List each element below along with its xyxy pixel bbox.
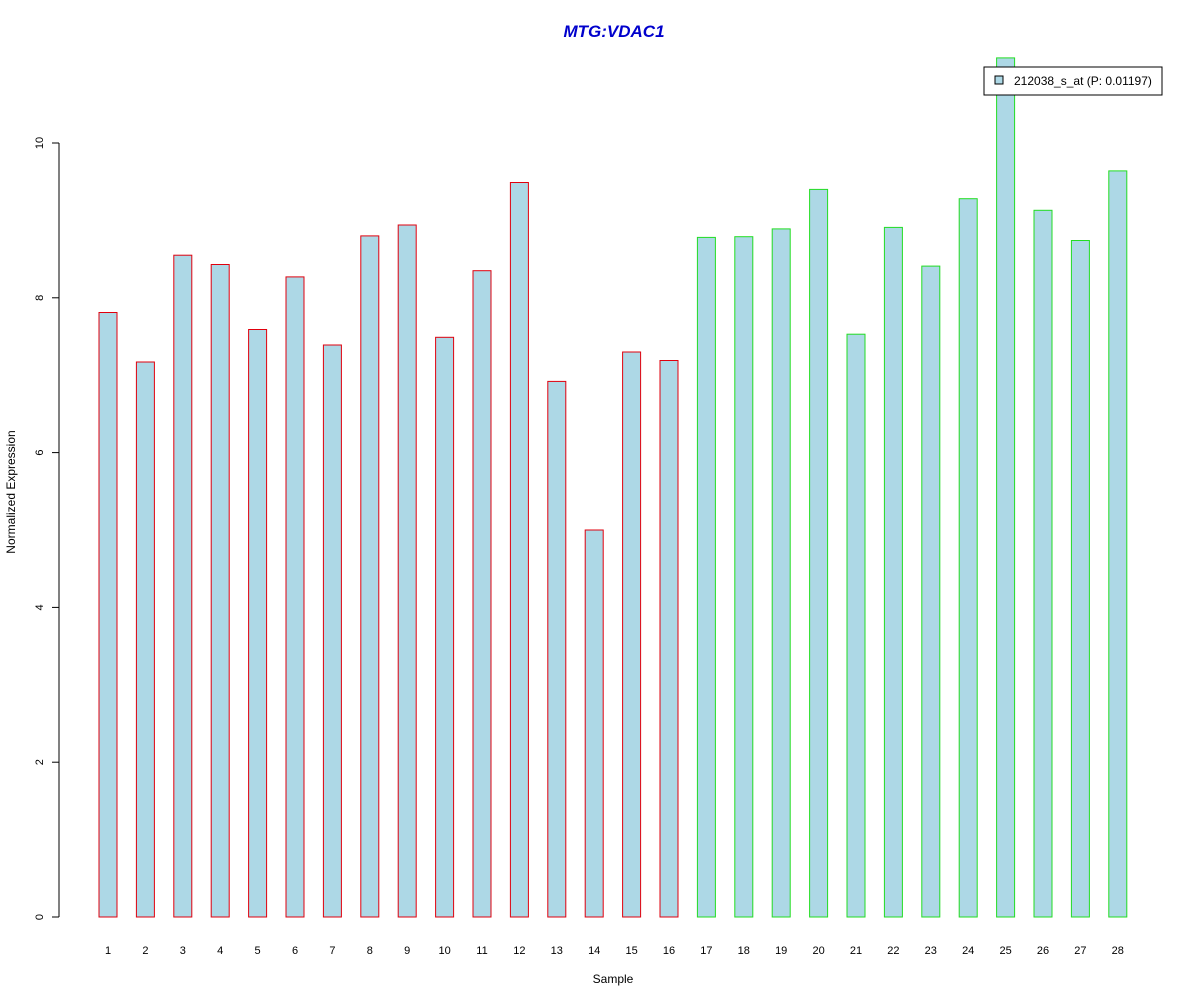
bar-sample-27 <box>1070 240 1090 918</box>
x-axis-tick-label: 14 <box>588 945 600 957</box>
x-axis-tick-label: 6 <box>292 945 298 957</box>
bar-sample-23 <box>921 265 941 918</box>
bar-sample-1 <box>98 312 118 918</box>
x-axis-tick-label: 23 <box>925 945 937 957</box>
bar-sample-8 <box>360 235 380 918</box>
bar-sample-28 <box>1108 170 1128 918</box>
bar-sample-10 <box>435 336 455 918</box>
bar-sample-20 <box>809 188 829 918</box>
x-axis-tick-label: 15 <box>625 945 637 957</box>
legend: 212038_s_at (P: 0.01197) <box>983 66 1163 96</box>
bar-sample-21 <box>846 333 866 918</box>
x-axis-tick-label: 8 <box>367 945 373 957</box>
x-axis-tick-label: 28 <box>1112 945 1124 957</box>
bar-sample-18 <box>734 236 754 918</box>
y-axis-tick-label: 10 <box>34 137 46 149</box>
chart-title: MTG:VDAC1 <box>563 22 664 41</box>
y-axis-tick-label: 2 <box>34 759 46 765</box>
x-axis-tick-label: 10 <box>438 945 450 957</box>
bar-sample-2 <box>135 361 155 918</box>
bar-sample-9 <box>397 224 417 918</box>
x-axis-tick-label: 7 <box>329 945 335 957</box>
legend-box <box>983 66 1163 96</box>
x-axis-tick-label: 9 <box>404 945 410 957</box>
x-axis-tick-label: 20 <box>812 945 824 957</box>
y-axis: 0 2 4 6 8 10 <box>34 137 60 920</box>
bar-sample-16 <box>659 360 679 918</box>
x-axis-tick-labels: 1 2 3 4 5 6 7 8 9 10 11 12 13 14 15 16 17 18 19 20 21 22 23 24 2… <box>105 945 1124 957</box>
bar-sample-3 <box>173 254 193 918</box>
bar-sample-12 <box>509 182 529 918</box>
x-axis-tick-label: 25 <box>999 945 1011 957</box>
x-axis-tick-label: 18 <box>738 945 750 957</box>
bar-sample-17 <box>696 236 716 918</box>
x-axis-tick-label: 13 <box>551 945 563 957</box>
bar-sample-13 <box>547 380 567 918</box>
x-axis-label: Sample <box>593 972 634 986</box>
x-axis-tick-label: 24 <box>962 945 974 957</box>
x-axis-tick-label: 11 <box>476 945 487 957</box>
bar-sample-7 <box>322 344 342 918</box>
bar-sample-24 <box>958 198 978 918</box>
y-axis-tick-label: 6 <box>34 450 46 456</box>
x-axis-tick-label: 12 <box>513 945 525 957</box>
legend-label: 212038_s_at (P: 0.01197) <box>1014 74 1152 88</box>
bar-sample-14 <box>584 529 604 918</box>
bar-sample-15 <box>622 351 642 918</box>
x-axis-tick-label: 19 <box>775 945 787 957</box>
bar-sample-4 <box>210 264 230 918</box>
y-axis-tick-label: 4 <box>34 604 46 610</box>
x-axis-tick-label: 27 <box>1074 945 1086 957</box>
bar-sample-26 <box>1033 209 1053 918</box>
x-axis-tick-label: 21 <box>850 945 862 957</box>
legend-swatch <box>994 75 1004 85</box>
x-axis-tick-label: 5 <box>255 945 261 957</box>
bar-sample-22 <box>883 226 903 918</box>
x-axis-tick-label: 4 <box>217 945 223 957</box>
bar-sample-25 <box>996 57 1016 918</box>
y-axis-tick-label: 0 <box>34 914 46 920</box>
x-axis-tick-label: 22 <box>887 945 899 957</box>
bars <box>98 57 1128 918</box>
y-axis-tick-label: 8 <box>34 295 46 301</box>
x-axis-tick-label: 17 <box>700 945 712 957</box>
y-axis-label: Normalized Expression <box>4 430 18 553</box>
x-axis-tick-label: 2 <box>142 945 148 957</box>
bar-sample-5 <box>248 329 268 918</box>
x-axis-tick-label: 16 <box>663 945 675 957</box>
x-axis-tick-label: 1 <box>105 945 111 957</box>
bar-sample-11 <box>472 270 492 918</box>
bar-sample-6 <box>285 276 305 918</box>
x-axis-tick-label: 3 <box>180 945 186 957</box>
bar-sample-19 <box>771 228 791 918</box>
x-axis-tick-label: 26 <box>1037 945 1049 957</box>
